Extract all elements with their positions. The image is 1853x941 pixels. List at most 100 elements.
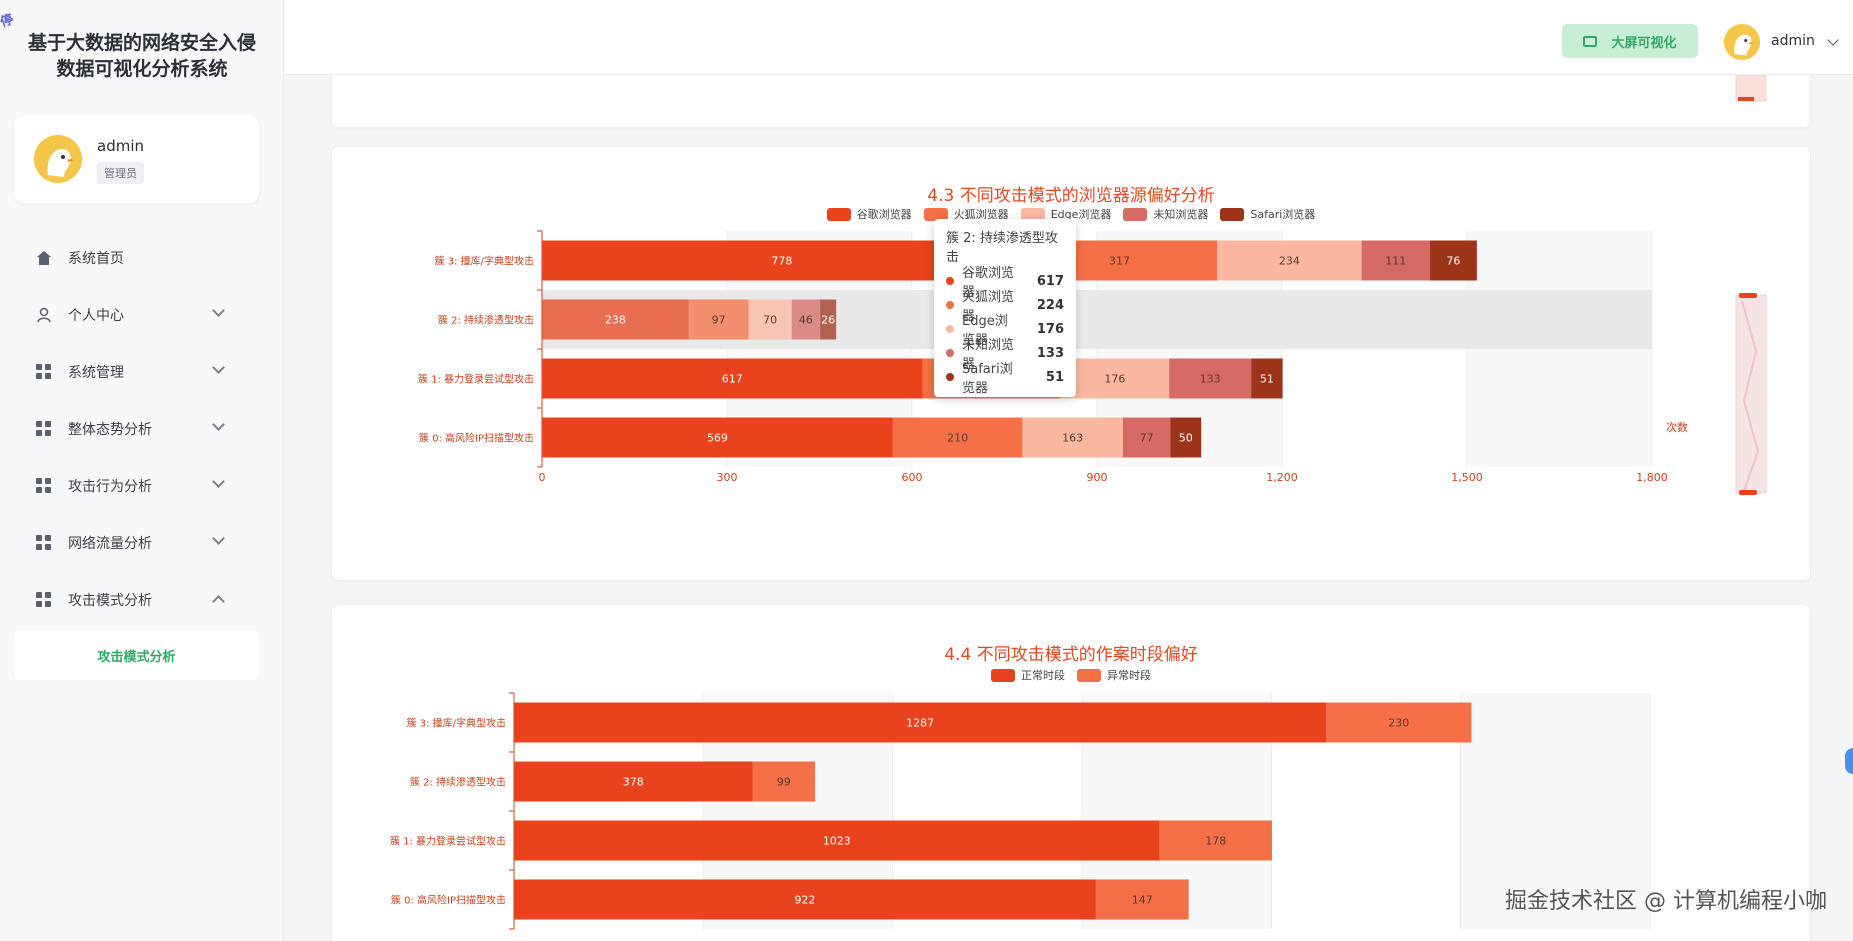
sidebar-item-home[interactable]: 系统首页 <box>14 229 259 286</box>
data-zoom-slider[interactable] <box>1734 75 1768 103</box>
bar-value-label: 77 <box>1140 432 1154 445</box>
tooltip-row: 火狐浏览器 224 <box>946 290 1064 324</box>
y-tick-label: 簇 2: 持续渗透型攻击 <box>410 776 506 789</box>
sidebar-item-system[interactable]: 系统管理 <box>14 343 259 400</box>
legend-swatch <box>923 207 948 221</box>
x-tick-label: 0 <box>539 471 546 484</box>
sidebar-item-label: 系统管理 <box>68 364 124 381</box>
bar-value-label: 922 <box>794 894 815 907</box>
bar-segment <box>542 417 893 458</box>
submenu-item-attack-pattern[interactable]: 攻击模式分析 <box>14 630 259 680</box>
bar-value-label: 378 <box>623 776 644 789</box>
tooltip-row: 未知浏览器 133 <box>946 338 1064 372</box>
avatar <box>34 135 82 183</box>
legend-label: 谷歌浏览器 <box>856 208 912 221</box>
legend-label: Safari浏览器 <box>1250 208 1316 221</box>
x-tick-label: 900 <box>1087 471 1108 484</box>
sidebar-item-attack-pattern[interactable]: 攻击模式分析 <box>14 571 259 628</box>
bar-segment <box>1060 358 1170 399</box>
chevron-up-icon <box>212 595 225 608</box>
bar-value-label: 99 <box>777 776 791 789</box>
legend-item[interactable]: 火狐浏览器 <box>923 206 1009 222</box>
time-preference-card: 4.4 不同攻击模式的作案时段偏好 正常时段 异常时段 簇 0: 高风险IP扫描… <box>332 605 1810 941</box>
legend-item[interactable]: Safari浏览器 <box>1220 206 1315 222</box>
sidebar-item-overall[interactable]: 整体态势分析 <box>14 400 259 457</box>
bar-segment <box>1361 240 1430 281</box>
chevron-down-icon <box>212 475 225 488</box>
bar-segment <box>1022 417 1123 458</box>
data-zoom-slider[interactable] <box>1734 291 1768 497</box>
bar-value-label: 569 <box>707 432 728 445</box>
floating-scroll-handle[interactable] <box>1845 748 1853 774</box>
tooltip-value: 617 <box>1036 273 1064 289</box>
zoom-handle-top[interactable] <box>1739 293 1757 298</box>
sidebar-item-label: 网络流量分析 <box>68 535 152 552</box>
legend-item[interactable]: 异常时段 <box>1077 667 1151 683</box>
zoom-handle-bottom[interactable] <box>1739 490 1757 495</box>
bar-segment <box>688 299 749 340</box>
sidebar-item-attack-behavior[interactable]: 攻击行为分析 <box>14 457 259 514</box>
y-tick-label: 簇 3: 撞库/字典型攻击 <box>435 255 534 268</box>
bar-segment <box>514 702 1327 743</box>
bar-value-label: 238 <box>605 314 626 327</box>
x-tick-label: 1,800 <box>1636 471 1668 484</box>
bar-segment <box>514 761 753 802</box>
duck-avatar-icon <box>34 135 82 183</box>
legend-swatch <box>991 668 1015 682</box>
bar-segment <box>1217 240 1362 281</box>
header-avatar[interactable] <box>1724 24 1760 60</box>
grid-icon <box>36 534 52 551</box>
sidebar-item-profile[interactable]: 个人中心 <box>14 286 259 343</box>
x-tick-label: 300 <box>717 471 738 484</box>
legend-item[interactable]: 正常时段 <box>991 667 1065 683</box>
chevron-down-icon <box>212 361 225 374</box>
bar-value-label: 1287 <box>906 717 934 730</box>
duck-avatar-icon <box>1724 24 1760 60</box>
user-icon <box>37 307 51 322</box>
big-screen-button[interactable]: 大屏可视化 <box>1562 24 1698 58</box>
bar-segment <box>1251 358 1283 399</box>
chart-title: 4.3 不同攻击模式的浏览器源偏好分析 <box>927 186 1215 206</box>
tooltip-value: 51 <box>1045 369 1064 385</box>
chevron-down-icon[interactable] <box>1827 34 1839 46</box>
legend-item[interactable]: 谷歌浏览器 <box>826 206 912 222</box>
bar-value-label: 234 <box>1279 255 1300 268</box>
bar-segment <box>748 299 792 340</box>
app-title-line2: 数据可视化分析系统 <box>56 58 228 80</box>
y-tick-label: 簇 1: 暴力登录尝试型攻击 <box>390 835 506 848</box>
bar-value-label: 111 <box>1385 255 1406 268</box>
bar-value-label: 1023 <box>823 835 851 848</box>
sidebar-item-label: 攻击模式分析 <box>68 592 152 609</box>
previous-chart-card <box>332 75 1810 127</box>
bar-segment <box>1430 240 1477 281</box>
browser-bar-chart: 簇 0: 高风险IP扫描型攻击 569 210 163 77 50 簇 1: 暴力登录尝试型… <box>418 230 1688 484</box>
tooltip-name: Safari浏览器 <box>962 362 1013 396</box>
bar-segment <box>1122 417 1171 458</box>
bar-value-label: 26 <box>821 314 835 327</box>
header-username[interactable]: admin <box>1771 33 1815 49</box>
x-tick-label: 1,200 <box>1266 471 1298 484</box>
main-content: 4.3 不同攻击模式的浏览器源偏好分析 谷歌浏览器 火狐浏览器 Edge浏览器 … <box>284 75 1853 941</box>
grid-band <box>1460 693 1650 929</box>
tooltip-row: Safari浏览器 51 <box>946 362 1064 396</box>
bar-value-label: 133 <box>1200 373 1221 386</box>
legend-label: 异常时段 <box>1107 669 1151 682</box>
bar-value-label: 97 <box>712 314 726 327</box>
corner-mark: 停 <box>0 12 16 31</box>
sidebar-menu: 系统首页 个人中心 系统管理 整体态势分析 攻击行为分析 网络流量分析 <box>14 229 259 680</box>
tooltip-name: 未知浏览器 <box>962 338 1015 372</box>
bar-value-label: 163 <box>1062 432 1083 445</box>
legend-item[interactable]: 未知浏览器 <box>1123 206 1208 222</box>
chevron-down-icon <box>212 418 225 431</box>
sidebar-item-traffic[interactable]: 网络流量分析 <box>14 514 259 571</box>
legend-item[interactable]: Edge浏览器 <box>1020 206 1111 222</box>
watermark: 掘金技术社区 @ 计算机编程小咖 <box>1505 889 1827 914</box>
bar-segment <box>542 299 689 340</box>
legend-swatch <box>826 207 851 221</box>
bar-value-label: 778 <box>771 255 792 268</box>
bar-value-label: 51 <box>1260 373 1274 386</box>
sidebar: 停 基于大数据的网络安全入侵 数据可视化分析系统 admin 管理员 系统首页 … <box>0 0 284 941</box>
y-tick-label: 簇 3: 撞库/字典型攻击 <box>407 717 506 730</box>
chart-legend: 谷歌浏览器 火狐浏览器 Edge浏览器 未知浏览器 Safari浏览器 <box>332 206 1810 222</box>
big-screen-label: 大屏可视化 <box>1611 35 1677 51</box>
